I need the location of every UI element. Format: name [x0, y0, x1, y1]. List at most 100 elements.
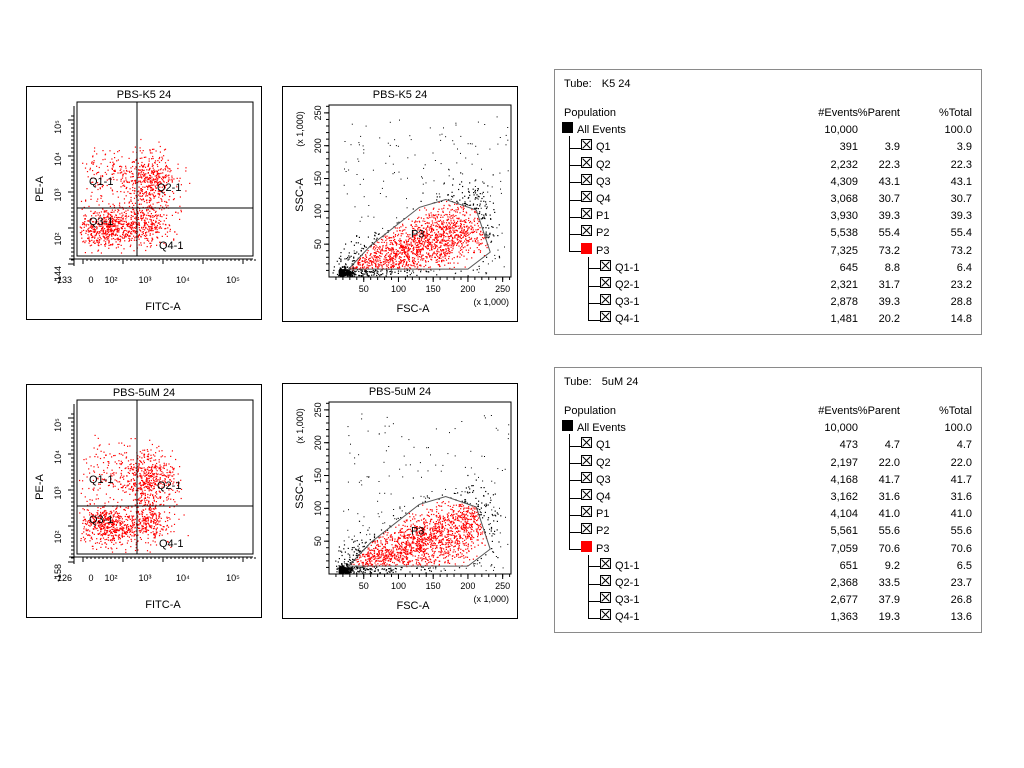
event-dot: [135, 159, 137, 161]
event-dot: [127, 540, 129, 542]
event-dot: [135, 467, 137, 469]
event-dot: [124, 227, 126, 229]
event-dot: [400, 233, 402, 235]
event-dot: [158, 172, 160, 174]
event-dot: [159, 496, 161, 498]
event-dot: [428, 241, 430, 243]
event-dot: [144, 500, 146, 502]
event-dot: [94, 456, 96, 458]
event-dot: [131, 176, 133, 178]
event-dot: [172, 471, 174, 473]
event-dot: [381, 187, 383, 189]
event-dot: [418, 232, 420, 234]
event-dot: [468, 219, 470, 222]
event-dot: [443, 235, 445, 237]
event-dot: [147, 178, 149, 180]
event-dot: [92, 548, 94, 550]
event-dot: [438, 251, 440, 253]
event-dot: [128, 157, 130, 159]
event-dot: [447, 252, 449, 254]
event-dot: [464, 195, 466, 197]
event-dot: [449, 205, 451, 207]
table-row[interactable]: Q3 4,309 43.1 43.1: [555, 173, 981, 191]
event-dot: [112, 243, 114, 245]
event-dot: [106, 530, 108, 532]
event-dot: [433, 180, 435, 182]
event-dot: [443, 244, 445, 246]
event-dot: [405, 232, 407, 234]
event-dot: [114, 238, 116, 241]
event-dot: [425, 270, 427, 272]
table-row[interactable]: Q4 3,068 30.7 30.7: [555, 191, 981, 208]
event-dot: [98, 533, 100, 535]
event-dot: [492, 226, 494, 228]
event-dot: [447, 242, 449, 244]
event-dot: [422, 235, 424, 238]
event-dot: [155, 187, 157, 189]
event-dot: [360, 135, 362, 137]
table-row[interactable]: Q2 2,232 22.3 22.3: [555, 156, 981, 174]
table-row[interactable]: All Events 10,000 100.0: [555, 122, 981, 139]
event-dot: [476, 238, 478, 240]
event-dot: [392, 248, 394, 250]
event-dot: [410, 139, 412, 141]
event-dot: [139, 150, 141, 152]
event-dot: [394, 172, 395, 174]
event-dot: [176, 233, 178, 235]
table-row[interactable]: P1 3,930 39.3 39.3: [555, 208, 981, 225]
event-dot: [122, 522, 124, 524]
event-dot: [119, 222, 121, 224]
event-dot: [383, 258, 385, 260]
plot-frame: [76, 101, 254, 257]
event-dot: [129, 188, 131, 190]
event-dot: [137, 455, 139, 457]
event-dot: [172, 483, 174, 485]
event-dot: [121, 171, 123, 173]
event-dot: [135, 470, 137, 472]
event-dot: [163, 155, 165, 157]
event-dot: [112, 534, 114, 537]
event-dot: [171, 214, 173, 216]
table-row[interactable]: P2 5,538 55.4 55.4: [555, 225, 981, 242]
table-row[interactable]: Q1-1 645 8.8 6.4: [555, 259, 981, 277]
table-row[interactable]: Q1 391 3.9 3.9: [555, 139, 981, 156]
event-dot: [120, 487, 122, 489]
event-dot: [129, 464, 131, 466]
event-dot: [162, 172, 164, 174]
event-dot: [484, 205, 486, 207]
event-dot: [152, 495, 154, 497]
event-dot: [171, 181, 173, 183]
gate-label: Q4-1: [159, 240, 183, 252]
event-dot: [133, 464, 135, 466]
event-dot: [112, 161, 114, 163]
event-dot: [457, 239, 459, 241]
event-dot: [447, 239, 449, 241]
event-dot: [110, 522, 112, 524]
event-dot: [428, 238, 430, 241]
event-dot: [396, 227, 398, 229]
event-dot: [131, 529, 133, 531]
event-dot: [110, 513, 112, 515]
event-dot: [169, 225, 171, 227]
event-dot: [361, 216, 363, 218]
event-dot: [141, 479, 143, 481]
event-dot: [448, 258, 450, 260]
event-dot: [109, 220, 111, 222]
event-dot: [387, 267, 390, 269]
event-dot: [144, 219, 146, 221]
event-dot: [87, 231, 90, 233]
table-row[interactable]: P3 7,325 73.2 73.2: [555, 242, 981, 260]
event-dot: [168, 471, 170, 473]
table-row[interactable]: Q4-1 1,481 20.2 14.8: [555, 311, 981, 328]
table-row[interactable]: Q2-1 2,321 31.7 23.2: [555, 277, 981, 294]
event-dot: [154, 196, 156, 198]
event-dot: [158, 227, 160, 229]
table-row[interactable]: Q3-1 2,878 39.3 28.8: [555, 294, 981, 311]
event-dot: [365, 272, 367, 274]
event-dot: [93, 230, 96, 233]
event-dot: [448, 169, 450, 171]
event-dot: [149, 167, 151, 169]
event-dot: [147, 212, 149, 214]
event-dot: [124, 240, 126, 242]
event-dot: [408, 255, 410, 257]
